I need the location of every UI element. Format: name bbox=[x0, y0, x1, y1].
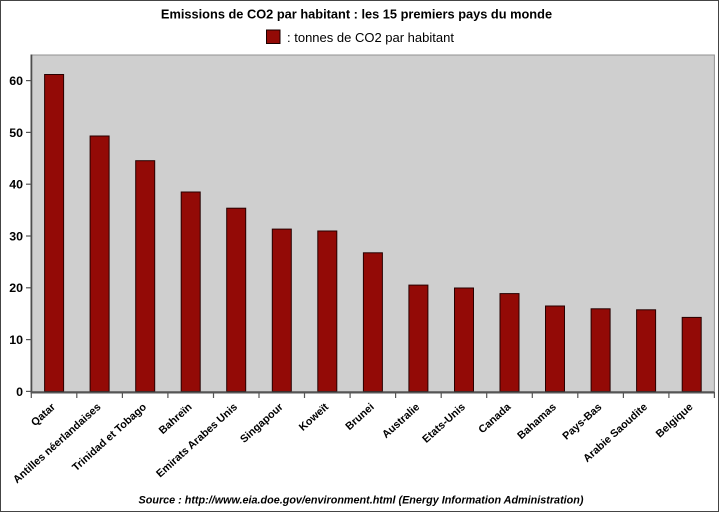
svg-text:40: 40 bbox=[9, 178, 23, 192]
svg-text:30: 30 bbox=[9, 229, 23, 243]
svg-text:50: 50 bbox=[9, 126, 23, 140]
svg-text:0: 0 bbox=[16, 385, 23, 399]
svg-text:Emissions de CO2 par habitant: Emissions de CO2 par habitant : les 15 p… bbox=[161, 7, 552, 22]
svg-text:60: 60 bbox=[9, 74, 23, 88]
svg-text:: tonnes de CO2 par habitant: : tonnes de CO2 par habitant bbox=[287, 30, 454, 45]
svg-text:10: 10 bbox=[9, 333, 23, 347]
svg-text:20: 20 bbox=[9, 281, 23, 295]
svg-text:Source : http://www.eia.doe.go: Source : http://www.eia.doe.gov/environm… bbox=[139, 495, 584, 507]
